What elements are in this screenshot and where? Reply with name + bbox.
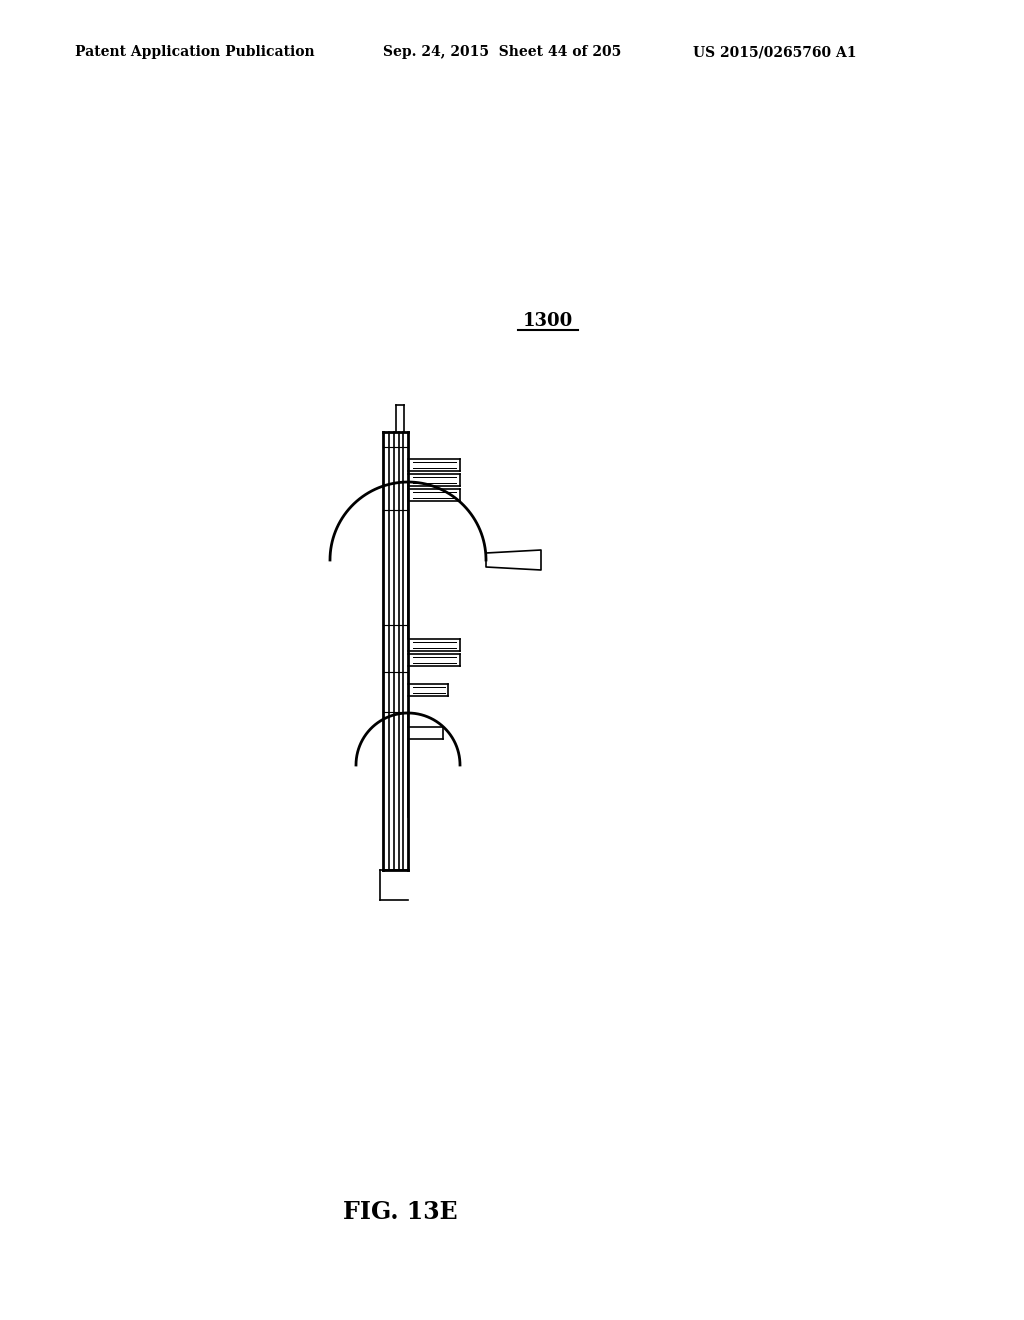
Text: Sep. 24, 2015  Sheet 44 of 205: Sep. 24, 2015 Sheet 44 of 205 — [383, 45, 622, 59]
Text: US 2015/0265760 A1: US 2015/0265760 A1 — [693, 45, 856, 59]
Text: 1300: 1300 — [523, 312, 573, 330]
Text: FIG. 13E: FIG. 13E — [343, 1200, 458, 1224]
Text: Patent Application Publication: Patent Application Publication — [75, 45, 314, 59]
